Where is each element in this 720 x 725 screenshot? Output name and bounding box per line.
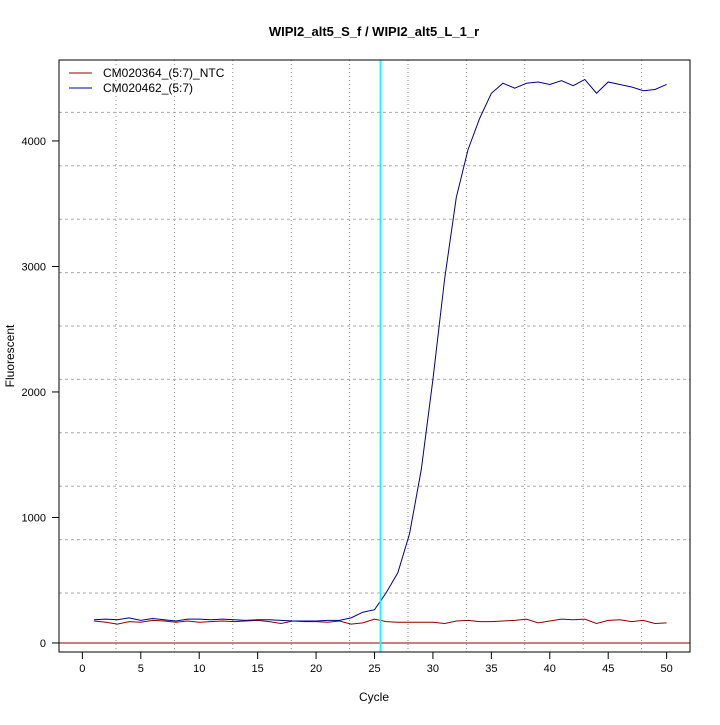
y-axis-label: Fluorescent [3,324,17,387]
y-tick-label: 4000 [22,136,46,148]
grid [59,60,690,652]
x-tick-label: 20 [310,663,322,675]
x-tick-label: 15 [252,663,264,675]
x-tick-label: 10 [193,663,205,675]
x-tick-label: 30 [427,663,439,675]
x-tick-label: 25 [368,663,380,675]
y-tick-label: 0 [40,638,46,650]
x-tick-label: 45 [602,663,614,675]
x-axis-label: Cycle [359,690,389,704]
y-tick-label: 3000 [22,261,46,273]
x-tick-label: 50 [661,663,673,675]
chart-title: WIPI2_alt5_S_f / WIPI2_alt5_L_1_r [269,24,479,39]
y-tick-label: 2000 [22,387,46,399]
legend-label-ntc: CM020364_(5:7)_NTC [103,66,225,80]
axes: 0 5 10 15 20 25 30 35 40 45 50 0 1000 2000 3000 4000 [22,59,691,675]
y-tick-label: 1000 [22,512,46,524]
x-tick-label: 40 [544,663,556,675]
chart-marks [59,60,690,652]
plot-frame [58,59,691,653]
x-tick-label: 0 [79,663,85,675]
legend: CM020364_(5:7)_NTC CM020462_(5:7) [69,66,225,95]
x-tick-label: 5 [138,663,144,675]
legend-label-sample: CM020462_(5:7) [103,81,193,95]
x-tick-label: 35 [485,663,497,675]
